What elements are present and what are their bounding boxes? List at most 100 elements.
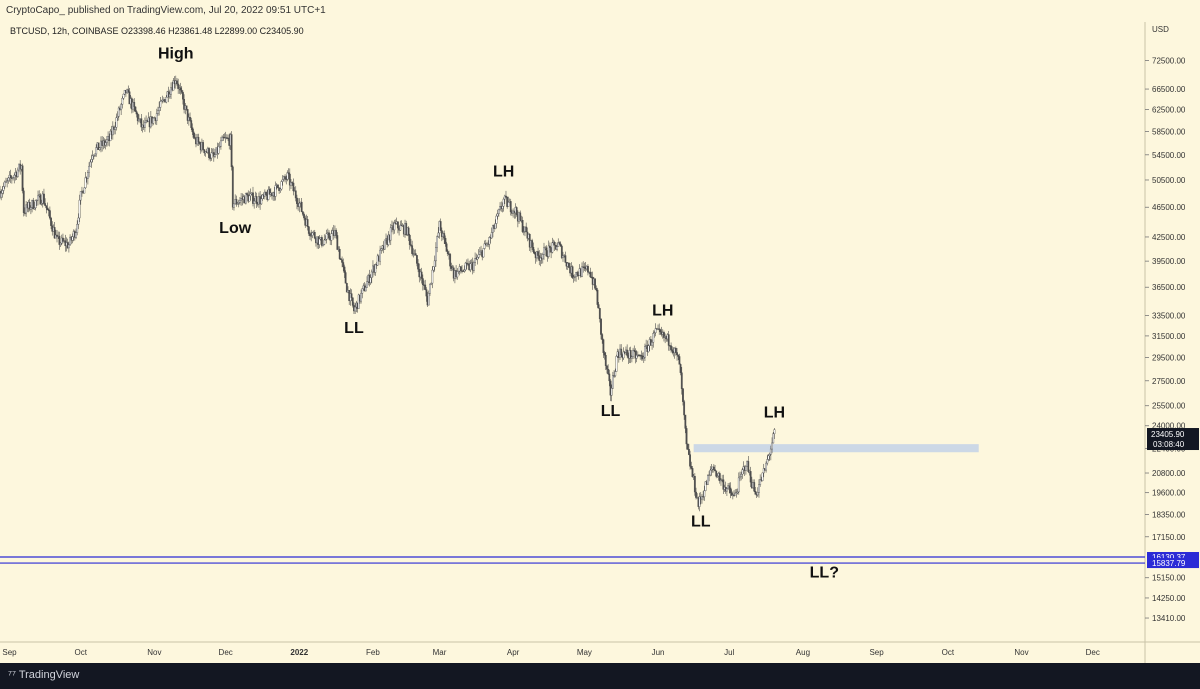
pattern-label: High — [158, 45, 194, 62]
candle-body — [670, 345, 672, 350]
line-price-value: 15837.79 — [1152, 559, 1186, 568]
candle-body — [693, 476, 696, 493]
candle-body — [35, 199, 38, 202]
candle-body — [291, 182, 294, 184]
candle-body — [598, 308, 601, 320]
candle-body — [59, 243, 62, 245]
y-tick-label: 15150.00 — [1152, 574, 1186, 583]
candle-body — [379, 249, 381, 262]
candle-body — [553, 241, 556, 246]
candle-body — [237, 202, 240, 204]
candle-body — [482, 248, 485, 258]
candle-body — [236, 203, 239, 205]
candle-body — [342, 262, 345, 268]
candle-body — [559, 243, 562, 247]
candle-body — [360, 293, 362, 302]
candle-body — [640, 355, 643, 357]
candle-body — [549, 245, 551, 249]
x-tick-label: May — [577, 648, 592, 657]
candle-body — [410, 244, 412, 246]
candle-body — [361, 288, 364, 294]
candle-body — [667, 334, 670, 346]
price-chart[interactable]: BTCUSD, 12h, COINBASE O23398.46 H23861.4… — [0, 22, 1200, 663]
candle-body — [127, 89, 130, 92]
y-tick-label: 14250.00 — [1152, 594, 1186, 603]
candle-body — [450, 265, 453, 269]
candle-body — [393, 222, 396, 231]
candle-body — [465, 262, 468, 265]
candle-body — [214, 154, 216, 157]
candle-body — [433, 260, 436, 267]
candle-body — [633, 349, 636, 352]
pattern-label: Low — [219, 220, 252, 237]
candle-body — [336, 235, 339, 250]
x-tick-label: Apr — [507, 648, 520, 657]
candle-body — [296, 197, 298, 204]
candle-body — [1, 190, 4, 194]
candle-body — [128, 91, 131, 105]
x-tick-label: Mar — [433, 648, 447, 657]
candle-body — [587, 265, 589, 273]
candle-body — [203, 149, 206, 154]
candle-body — [28, 202, 31, 210]
candle-body — [626, 349, 629, 356]
candle-body — [94, 153, 96, 156]
candle-body — [284, 176, 286, 180]
candle-body — [745, 465, 747, 471]
x-tick-label: Nov — [147, 648, 161, 657]
candle-body — [230, 134, 233, 168]
candle-body — [558, 242, 561, 245]
candle-body — [77, 217, 80, 225]
candle-body — [620, 348, 623, 356]
candle-body — [91, 155, 94, 160]
publish-line: CryptoCapo_ published on TradingView.com… — [6, 5, 326, 16]
candle-body — [594, 278, 596, 289]
price-axis: 72500.00 66500.00 62500.00 58500.00 54500.00… — [1145, 57, 1186, 623]
candle-body — [138, 118, 140, 122]
candle-body — [710, 468, 713, 471]
candle-body — [335, 230, 338, 236]
candle-body — [45, 205, 48, 209]
candle-body — [606, 365, 608, 370]
candle-body — [596, 289, 599, 305]
candle-body — [37, 195, 39, 201]
candle-body — [105, 139, 108, 143]
candle-body — [268, 189, 271, 195]
candle-body — [635, 355, 638, 359]
candle-body — [179, 87, 182, 91]
candle-body — [301, 211, 304, 215]
candle-body — [682, 388, 684, 402]
candle-body — [92, 155, 95, 157]
candle-body — [324, 238, 327, 241]
candle-body — [597, 304, 600, 309]
candle-body — [414, 253, 417, 256]
candle-body — [503, 195, 506, 200]
candle-body — [366, 281, 368, 288]
y-tick-label: 31500.00 — [1152, 332, 1186, 341]
y-tick-label: 39500.00 — [1152, 257, 1186, 266]
candle-body — [614, 371, 617, 376]
candle-body — [248, 195, 251, 202]
candle-body — [67, 244, 70, 249]
candle-body — [601, 334, 604, 340]
pattern-label: LH — [493, 164, 514, 181]
candle-body — [182, 92, 184, 100]
candle-body — [644, 346, 646, 358]
candle-body — [25, 204, 28, 214]
candle-body — [286, 172, 289, 180]
candle-body — [581, 266, 583, 277]
pattern-label: LL? — [810, 565, 839, 582]
bar-countdown: 03:08:40 — [1153, 440, 1185, 449]
candle-body — [756, 492, 759, 496]
candle-body — [417, 263, 419, 270]
y-tick-label: 27500.00 — [1152, 377, 1186, 386]
candle-body — [191, 127, 194, 133]
candle-body — [543, 247, 545, 255]
candle-series — [0, 75, 776, 512]
candle-body — [695, 491, 697, 498]
candle-body — [765, 462, 768, 471]
chart-panel[interactable]: BTCUSD, 12h, COINBASE O23398.46 H23861.4… — [0, 22, 1200, 663]
candle-body — [772, 433, 775, 444]
candle-body — [190, 120, 193, 128]
candle-body — [684, 414, 687, 429]
